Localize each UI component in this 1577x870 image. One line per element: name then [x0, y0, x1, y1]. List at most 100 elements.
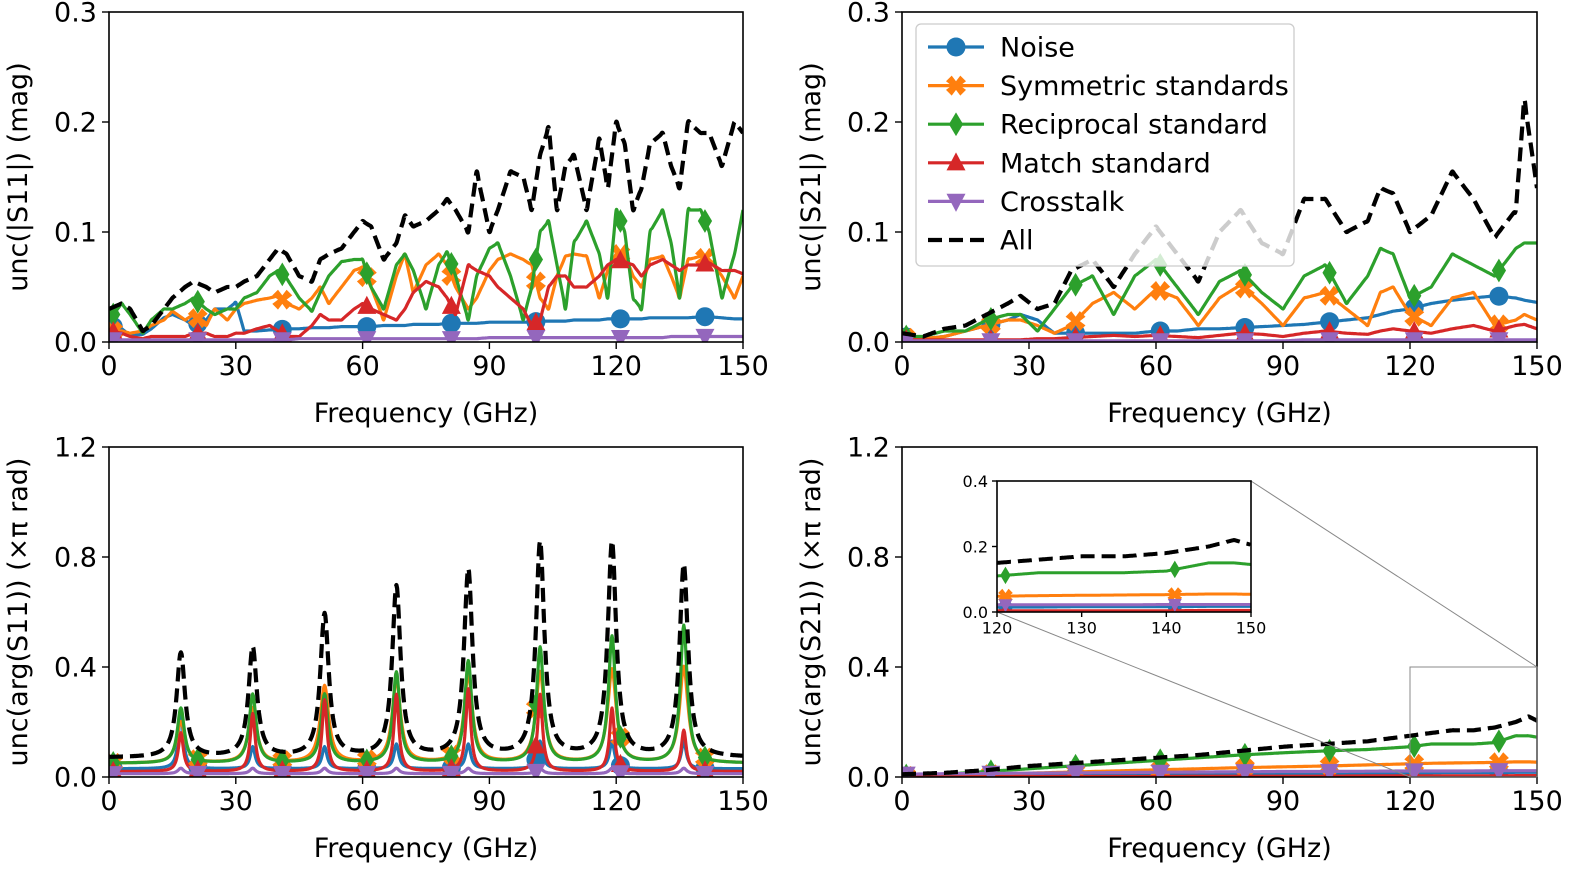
x-tick-label: 150 — [717, 786, 769, 817]
legend-label: Noise — [1000, 33, 1075, 64]
series-line-symmetric-standards — [997, 592, 1251, 598]
series-line-noise — [997, 604, 1251, 609]
plot-area — [997, 537, 1251, 612]
x-tick-label: 0 — [893, 351, 910, 382]
series-line-all — [109, 119, 743, 334]
y-tick-label: 0.2 — [847, 108, 890, 139]
legend-label: Symmetric standards — [1000, 71, 1289, 102]
legend-entry-crosstalk: Crosstalk — [928, 187, 1125, 218]
marker-symmetric-standards — [1150, 281, 1171, 301]
marker-symmetric-standards — [525, 271, 546, 292]
series-line-reciprocal-standard — [109, 623, 743, 765]
marker-crosstalk — [1320, 763, 1340, 777]
series-line-crosstalk — [902, 769, 1537, 776]
marker-reciprocal-standard — [1407, 734, 1422, 759]
series-line-match-standard — [109, 257, 743, 341]
series-line-symmetric-standards — [109, 252, 743, 335]
marker-reciprocal-standard — [1237, 263, 1253, 287]
x-tick-label: 60 — [345, 786, 379, 817]
marker-noise — [695, 307, 715, 327]
marker-reciprocal-standard — [528, 247, 544, 272]
x-tick-label: 120 — [1384, 786, 1436, 817]
x-axis-label: Frequency (GHz) — [1107, 833, 1332, 864]
marker-crosstalk — [441, 765, 461, 777]
axes-frame — [108, 11, 744, 343]
panel-p1: 0 30 60 90 120 150 0.0 0.1 0.2 0.3 Frequency (GHz)… — [3, 0, 769, 429]
marker-reciprocal-standard — [1322, 260, 1337, 285]
y-tick-label: 1.2 — [847, 433, 890, 464]
series-line-crosstalk — [109, 766, 743, 776]
marker-crosstalk — [357, 331, 377, 342]
series-line-all — [902, 97, 1537, 339]
series-line-reciprocal-standard — [109, 206, 743, 335]
y-tick-label: 0.3 — [847, 0, 890, 29]
y-tick-label: 0.8 — [847, 543, 890, 574]
y-axis-label: unc(arg(S11)) (×π rad) — [3, 458, 34, 767]
marker-crosstalk — [1150, 333, 1170, 342]
x-tick-label: 30 — [219, 786, 253, 817]
legend-label: Crosstalk — [1000, 187, 1125, 218]
marker-crosstalk — [1066, 765, 1086, 777]
marker-symmetric-standards — [187, 308, 208, 329]
y-axis-label: unc(|S11|) (mag) — [3, 62, 34, 291]
series-line-all — [902, 714, 1537, 777]
y-axis-label: unc(arg(S21)) (×π rad) — [796, 458, 827, 767]
marker-reciprocal-standard — [697, 745, 713, 770]
marker-reciprocal-standard — [190, 289, 205, 314]
zoom-connector — [1250, 480, 1538, 668]
marker-reciprocal-standard — [1068, 272, 1083, 297]
panel-p4: 0 30 60 90 120 150 0.0 0.4 0.8 1.2 Frequency (GHz)… — [796, 433, 1563, 864]
marker-crosstalk — [998, 599, 1013, 612]
x-axis-label: Frequency (GHz) — [314, 398, 539, 429]
marker-reciprocal-standard — [1000, 566, 1011, 585]
marker-match-standard — [526, 312, 546, 331]
marker-reciprocal-standard — [444, 252, 459, 276]
series-line-reciprocal-standard — [902, 241, 1537, 339]
marker-reciprocal-standard — [444, 744, 459, 769]
marker-crosstalk — [610, 765, 630, 777]
legend-marker-reciprocal-standard — [948, 112, 964, 137]
y-tick-label: 0.0 — [54, 328, 97, 359]
series-line-crosstalk — [902, 338, 1537, 342]
marker-match-standard — [441, 295, 461, 314]
x-tick-label: 90 — [472, 351, 506, 382]
y-tick-label: 0.0 — [847, 763, 890, 794]
marker-symmetric-standards — [272, 289, 293, 310]
x-tick-label: 150 — [717, 351, 769, 382]
marker-match-standard — [526, 735, 546, 754]
marker-crosstalk — [526, 763, 546, 777]
y-tick-label: 0.4 — [54, 653, 97, 684]
axes-frame — [108, 446, 744, 778]
marker-crosstalk — [1150, 764, 1170, 777]
y-tick-label: 0.1 — [847, 218, 890, 249]
legend-entry-symmetric-standards: Symmetric standards — [928, 71, 1289, 102]
x-tick-label: 90 — [1266, 786, 1300, 817]
legend-label: Match standard — [1000, 148, 1211, 179]
marker-reciprocal-standard — [613, 209, 628, 233]
x-tick-label: 120 — [982, 619, 1013, 638]
marker-crosstalk — [272, 332, 292, 342]
marker-match-standard — [610, 250, 630, 269]
marker-reciprocal-standard — [190, 747, 205, 772]
marker-noise — [441, 313, 461, 333]
marker-crosstalk — [610, 330, 630, 342]
marker-crosstalk — [188, 332, 208, 342]
marker-crosstalk — [109, 766, 123, 777]
marker-crosstalk — [1489, 763, 1509, 777]
legend-marker-symmetric-standards — [946, 75, 966, 96]
marker-reciprocal-standard — [359, 261, 374, 286]
marker-match-standard — [695, 253, 715, 272]
marker-crosstalk — [1066, 333, 1086, 342]
y-tick-label: 0.8 — [54, 543, 97, 574]
y-axis-label: unc(|S21|) (mag) — [796, 62, 827, 291]
zoom-connector — [996, 611, 1411, 778]
axes-frame — [901, 446, 1538, 778]
zoom-region-box — [1409, 666, 1538, 778]
plot-area — [109, 119, 743, 342]
x-tick-label: 0 — [100, 786, 117, 817]
marker-crosstalk — [1235, 333, 1255, 342]
x-axis-label: Frequency (GHz) — [314, 833, 539, 864]
x-tick-label: 60 — [345, 351, 379, 382]
marker-crosstalk — [1320, 332, 1340, 342]
